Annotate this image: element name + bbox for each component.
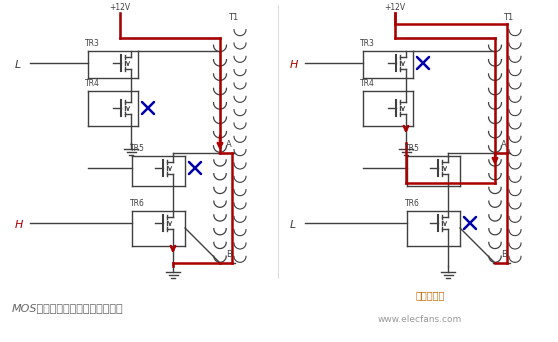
Text: A: A	[501, 140, 507, 149]
Text: +12V: +12V	[109, 3, 131, 12]
Text: TR3: TR3	[360, 39, 375, 48]
Text: 电子发烧友: 电子发烧友	[415, 290, 445, 300]
Text: TR6: TR6	[130, 199, 145, 208]
Text: L: L	[15, 60, 21, 70]
Text: TR4: TR4	[85, 79, 100, 88]
Text: H: H	[15, 220, 23, 230]
Text: B: B	[501, 250, 507, 259]
Text: L: L	[290, 220, 296, 230]
Text: +12V: +12V	[384, 3, 406, 12]
Text: TR3: TR3	[85, 39, 100, 48]
Text: MOS场效应管电路部分的工作过程: MOS场效应管电路部分的工作过程	[12, 303, 124, 313]
Text: TR5: TR5	[130, 144, 145, 153]
Text: T1: T1	[228, 13, 238, 22]
Text: A: A	[226, 140, 232, 149]
Text: TR6: TR6	[405, 199, 420, 208]
Text: www.elecfans.com: www.elecfans.com	[378, 316, 462, 325]
Text: B: B	[226, 250, 232, 259]
Text: H: H	[290, 60, 299, 70]
Text: TR5: TR5	[405, 144, 420, 153]
Text: T1: T1	[503, 13, 513, 22]
Text: TR4: TR4	[360, 79, 375, 88]
